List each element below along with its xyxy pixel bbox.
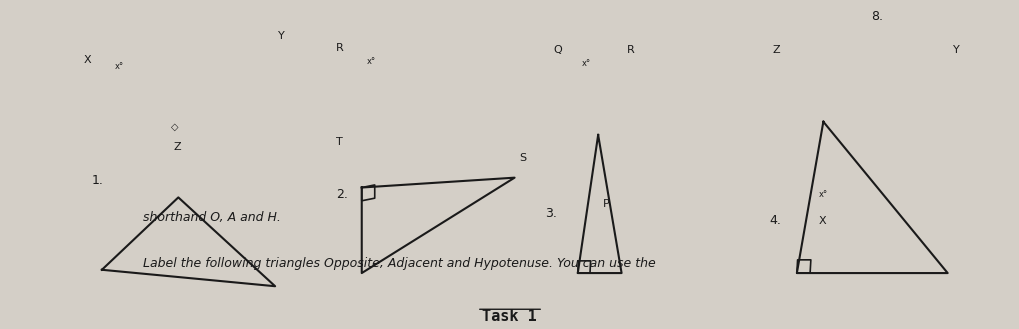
Text: shorthand O, A and H.: shorthand O, A and H. bbox=[143, 211, 280, 224]
Text: X: X bbox=[84, 55, 91, 64]
Text: Task 1: Task 1 bbox=[482, 309, 537, 324]
Text: T: T bbox=[336, 137, 343, 147]
Text: 8.: 8. bbox=[871, 10, 883, 23]
Text: Y: Y bbox=[953, 45, 960, 55]
Text: S: S bbox=[520, 153, 527, 163]
Text: Z: Z bbox=[772, 45, 780, 55]
Text: x°: x° bbox=[367, 57, 376, 66]
Text: P: P bbox=[603, 199, 610, 209]
Text: R: R bbox=[627, 45, 635, 55]
Text: x°: x° bbox=[818, 190, 827, 199]
Text: R: R bbox=[336, 43, 344, 53]
Text: 2.: 2. bbox=[336, 188, 348, 201]
Text: Label the following triangles Opposite, Adjacent and Hypotenuse. You can use the: Label the following triangles Opposite, … bbox=[143, 257, 655, 270]
Text: x°: x° bbox=[115, 62, 124, 71]
Text: x°: x° bbox=[582, 60, 591, 68]
Text: Z: Z bbox=[173, 142, 180, 152]
Text: 4.: 4. bbox=[769, 214, 782, 227]
Text: X: X bbox=[818, 216, 825, 226]
Text: Q: Q bbox=[553, 45, 562, 55]
Text: Y: Y bbox=[278, 32, 285, 41]
Text: 1.: 1. bbox=[92, 174, 104, 188]
Text: ◇: ◇ bbox=[171, 122, 178, 132]
Text: 3.: 3. bbox=[545, 207, 557, 220]
